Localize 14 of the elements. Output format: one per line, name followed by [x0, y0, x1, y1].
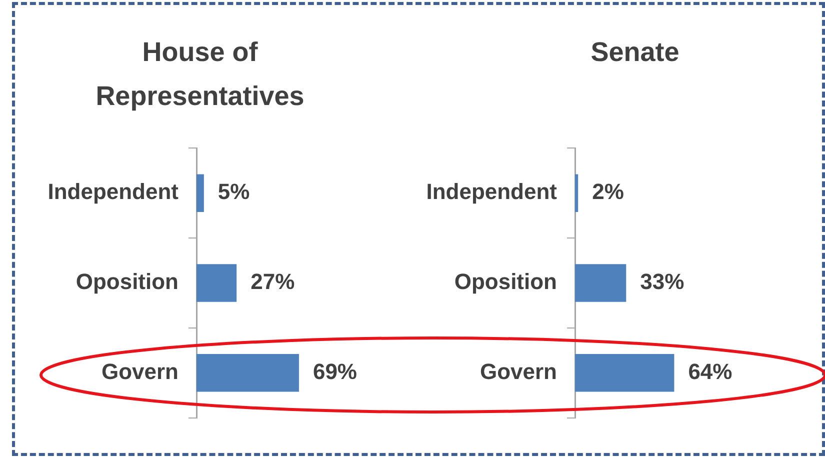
data-label: 5%	[218, 179, 250, 204]
data-label: 69%	[312, 358, 358, 384]
data-label: 64%	[688, 358, 732, 384]
data-label: 33%	[640, 269, 684, 294]
y-tick-label: Independent	[426, 179, 558, 204]
y-tick-label: Independent	[48, 179, 180, 204]
y-tick-label: Oposition	[454, 269, 557, 294]
data-label: 27%	[250, 269, 295, 294]
data-label: 2%	[592, 179, 624, 204]
y-tick-label: Govern	[101, 358, 178, 384]
chart-title: Senate	[590, 36, 680, 69]
chart-title: House of Representatives	[94, 36, 306, 113]
y-tick-label: Govern	[480, 358, 557, 384]
y-tick-label: Oposition	[76, 269, 178, 294]
